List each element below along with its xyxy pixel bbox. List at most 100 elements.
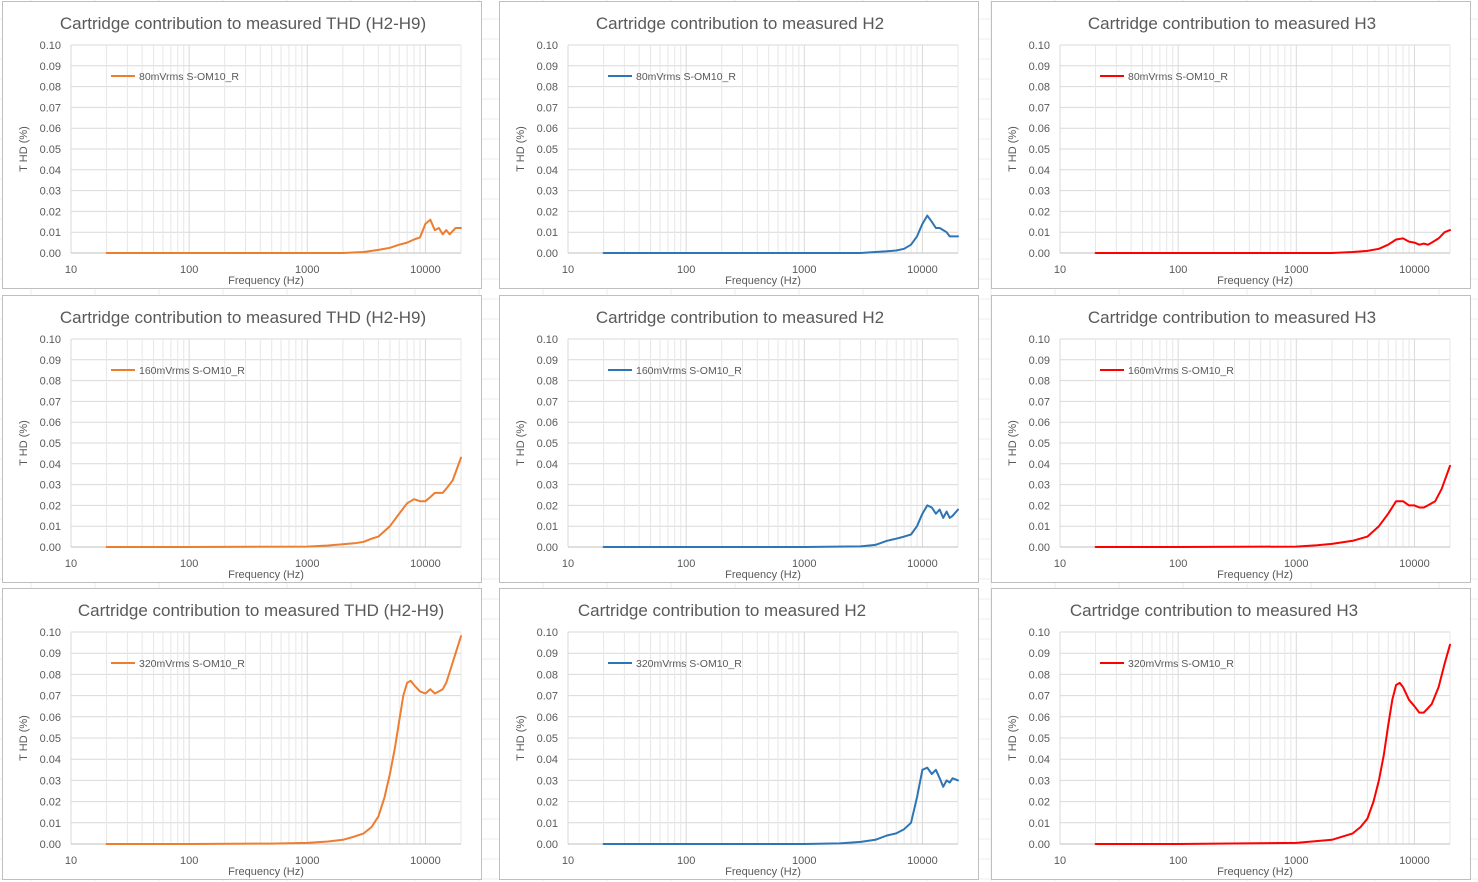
- y-tick-label: 0.07: [1029, 102, 1050, 114]
- y-tick-label: 0.05: [1029, 144, 1050, 156]
- x-tick-label: 1000: [792, 558, 816, 570]
- x-tick-label: 10: [65, 855, 77, 867]
- y-tick-label: 0.02: [537, 206, 558, 218]
- y-tick-label: 0.01: [1029, 818, 1050, 830]
- y-axis-title: T HD (%): [1007, 420, 1019, 466]
- chart-panel[interactable]: Cartridge contribution to measured H2 0.0…: [499, 588, 979, 880]
- y-tick-label: 0.05: [537, 733, 558, 745]
- y-tick-label: 0.05: [1029, 438, 1050, 450]
- y-tick-label: 0.09: [537, 355, 558, 367]
- chart-title: Cartridge contribution to measured THD (…: [60, 308, 426, 327]
- chart-title: Cartridge contribution to measured H3: [1088, 308, 1376, 327]
- series-line: [105, 456, 462, 548]
- y-tick-label: 0.06: [40, 417, 61, 429]
- legend-label: 160mVrms S-OM10_R: [139, 365, 245, 377]
- y-tick-label: 0.00: [40, 839, 61, 851]
- x-tick-label: 10: [1054, 558, 1066, 570]
- series-line: [602, 504, 959, 548]
- x-tick-label: 10: [65, 558, 77, 570]
- y-tick-label: 0.04: [40, 459, 61, 471]
- y-tick-label: 0.05: [537, 438, 558, 450]
- x-axis-title: Frequency (Hz): [725, 275, 801, 287]
- y-tick-label: 0.06: [40, 712, 61, 724]
- x-tick-label: 100: [677, 855, 695, 867]
- y-tick-label: 0.10: [40, 40, 61, 52]
- y-tick-label: 0.02: [1029, 797, 1050, 809]
- x-axis-title: Frequency (Hz): [228, 866, 304, 878]
- chart-panel[interactable]: Cartridge contribution to measured THD (…: [2, 1, 482, 289]
- y-tick-label: 0.05: [537, 144, 558, 156]
- chart-svg: Cartridge contribution to measured THD (…: [18, 601, 462, 878]
- y-tick-label: 0.09: [537, 648, 558, 660]
- y-tick-label: 0.07: [537, 691, 558, 703]
- x-axis-title: Frequency (Hz): [1217, 866, 1293, 878]
- series-line: [602, 214, 959, 254]
- y-tick-label: 0.09: [40, 648, 61, 660]
- chart-svg: Cartridge contribution to measured H2 0.0…: [515, 601, 959, 878]
- y-tick-label: 0.00: [40, 542, 61, 554]
- y-tick-label: 0.01: [40, 227, 61, 239]
- y-tick-label: 0.01: [1029, 227, 1050, 239]
- y-tick-label: 0.10: [1029, 334, 1050, 346]
- y-tick-label: 0.03: [1029, 480, 1050, 492]
- y-tick-label: 0.01: [1029, 521, 1050, 533]
- x-axis-title: Frequency (Hz): [228, 569, 304, 581]
- y-tick-label: 0.10: [537, 627, 558, 639]
- y-axis-title: T HD (%): [515, 715, 527, 761]
- chart-panel[interactable]: Cartridge contribution to measured THD (…: [2, 295, 482, 583]
- y-tick-label: 0.02: [40, 797, 61, 809]
- y-tick-label: 0.09: [1029, 61, 1050, 73]
- y-tick-label: 0.09: [40, 355, 61, 367]
- legend-label: 320mVrms S-OM10_R: [139, 658, 245, 670]
- y-tick-label: 0.06: [1029, 123, 1050, 135]
- chart-panel[interactable]: Cartridge contribution to measured H3 0.0…: [991, 295, 1471, 583]
- y-tick-label: 0.01: [537, 818, 558, 830]
- y-tick-label: 0.07: [537, 396, 558, 408]
- y-tick-label: 0.09: [40, 61, 61, 73]
- y-axis-title: T HD (%): [1007, 126, 1019, 172]
- legend-label: 320mVrms S-OM10_R: [1128, 658, 1234, 670]
- chart-panel[interactable]: Cartridge contribution to measured H3 0.0…: [991, 588, 1471, 880]
- y-tick-label: 0.10: [40, 627, 61, 639]
- chart-title: Cartridge contribution to measured H2: [596, 14, 884, 33]
- chart-svg: Cartridge contribution to measured THD (…: [18, 14, 462, 287]
- y-tick-label: 0.03: [1029, 186, 1050, 198]
- y-tick-label: 0.03: [537, 186, 558, 198]
- x-tick-label: 1000: [295, 855, 319, 867]
- x-axis-title: Frequency (Hz): [725, 569, 801, 581]
- y-tick-label: 0.09: [1029, 648, 1050, 660]
- y-tick-label: 0.03: [40, 186, 61, 198]
- y-tick-label: 0.10: [1029, 627, 1050, 639]
- y-tick-label: 0.01: [40, 521, 61, 533]
- series-line: [1094, 643, 1451, 845]
- legend-label: 80mVrms S-OM10_R: [1128, 71, 1228, 83]
- x-tick-label: 1000: [792, 264, 816, 276]
- y-tick-label: 0.07: [40, 396, 61, 408]
- y-tick-label: 0.08: [1029, 669, 1050, 681]
- chart-panel[interactable]: Cartridge contribution to measured H2 0.0…: [499, 295, 979, 583]
- y-tick-label: 0.00: [537, 839, 558, 851]
- x-tick-label: 10000: [907, 264, 938, 276]
- x-tick-label: 100: [180, 855, 198, 867]
- y-tick-label: 0.09: [537, 61, 558, 73]
- x-tick-label: 10: [1054, 855, 1066, 867]
- series-line: [105, 218, 462, 254]
- y-axis-title: T HD (%): [515, 420, 527, 466]
- y-tick-label: 0.04: [1029, 754, 1050, 766]
- y-tick-label: 0.02: [537, 797, 558, 809]
- chart-panel[interactable]: Cartridge contribution to measured H3 0.0…: [991, 1, 1471, 289]
- x-tick-label: 10000: [907, 558, 938, 570]
- chart-title: Cartridge contribution to measured H2: [578, 601, 866, 620]
- y-tick-label: 0.00: [40, 248, 61, 260]
- chart-panel[interactable]: Cartridge contribution to measured H2 0.0…: [499, 1, 979, 289]
- legend-label: 80mVrms S-OM10_R: [139, 71, 239, 83]
- y-tick-label: 0.00: [1029, 542, 1050, 554]
- y-axis-title: T HD (%): [18, 420, 30, 466]
- x-tick-label: 10: [1054, 264, 1066, 276]
- chart-panel[interactable]: Cartridge contribution to measured THD (…: [2, 588, 482, 880]
- y-tick-label: 0.08: [40, 669, 61, 681]
- chart-title: Cartridge contribution to measured H3: [1070, 601, 1358, 620]
- y-tick-label: 0.06: [537, 712, 558, 724]
- x-tick-label: 10000: [1399, 855, 1430, 867]
- y-tick-label: 0.05: [40, 733, 61, 745]
